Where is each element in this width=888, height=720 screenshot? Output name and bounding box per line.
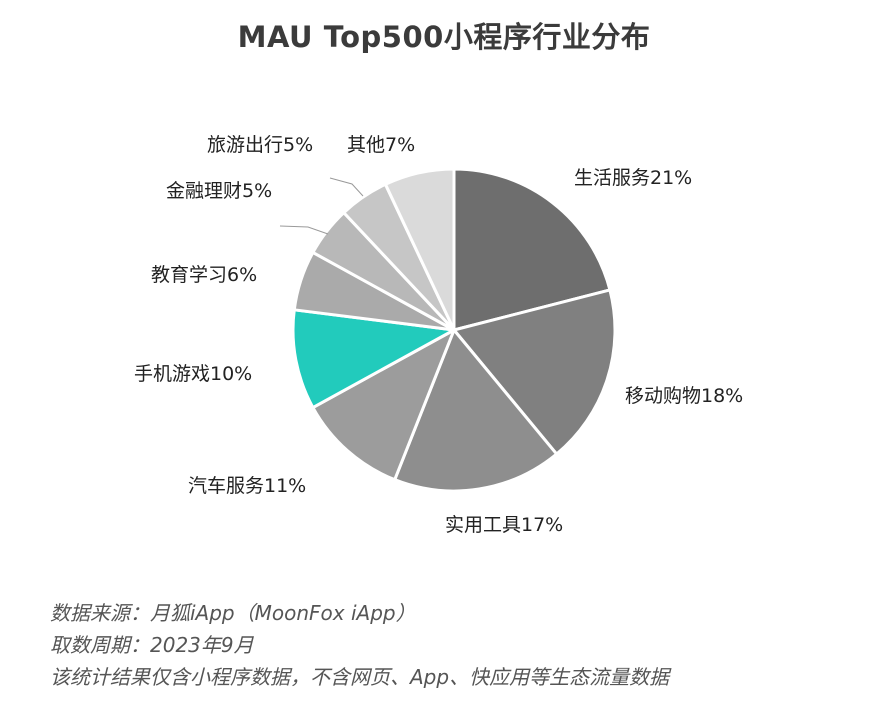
pie-slice-5 — [291, 308, 456, 410]
slice-label-1: 生活服务21% — [574, 167, 692, 189]
slice-label-8: 旅游出行5% — [207, 134, 313, 156]
slice-label-2: 移动购物18% — [625, 385, 743, 407]
pie-slice-1 — [452, 167, 612, 332]
pie-slices — [291, 167, 617, 493]
leader-line-7 — [279, 225, 329, 235]
slice-label-7: 金融理财5% — [166, 180, 272, 202]
slice-label-6: 教育学习6% — [151, 264, 257, 286]
footnotes: 数据来源：月狐iApp（MoonFox iApp） 取数周期：2023年9月 该… — [50, 597, 669, 693]
leader-lines — [279, 177, 364, 235]
scope-note: 该统计结果仅含小程序数据，不含网页、App、快应用等生态流量数据 — [50, 665, 670, 689]
slice-label-3: 实用工具17% — [445, 514, 563, 536]
slice-label-4: 汽车服务11% — [188, 475, 306, 497]
chart-title: MAU Top500小程序行业分布 — [237, 20, 651, 54]
pie-slice-2 — [452, 288, 617, 456]
source-note: 数据来源：月狐iApp（MoonFox iApp） — [50, 601, 416, 625]
slice-label-5: 手机游戏10% — [134, 363, 252, 385]
pie-chart: 生活服务21% 移动购物18% 实用工具17% 汽车服务11% 手机游戏10% 教育学习6… — [134, 134, 743, 536]
period-note: 取数周期：2023年9月 — [50, 633, 254, 657]
leader-line-8 — [329, 177, 364, 197]
pie-labels: 生活服务21% 移动购物18% 实用工具17% 汽车服务11% 手机游戏10% 教育学习6… — [134, 134, 743, 536]
slice-label-9: 其他7% — [347, 134, 415, 156]
pie-slice-3 — [393, 328, 559, 493]
pie-slice-9 — [383, 167, 456, 332]
pie-slice-4 — [311, 328, 456, 482]
